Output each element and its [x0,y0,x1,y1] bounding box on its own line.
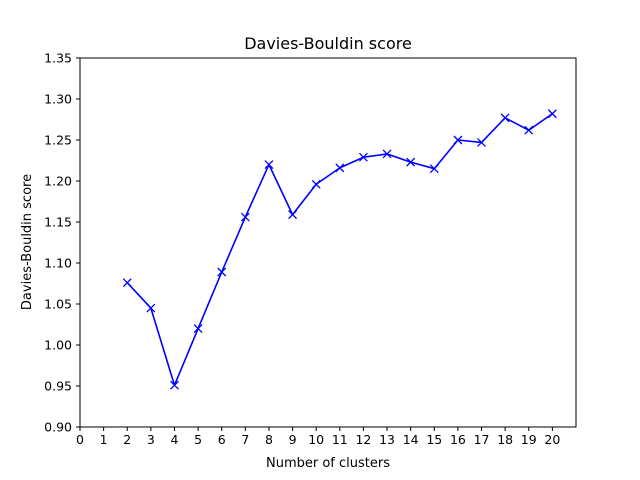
data-point-marker [170,380,179,390]
y-tick-label: 1.00 [44,338,72,353]
y-tick-label: 1.15 [44,215,72,230]
x-tick-label: 18 [497,432,513,447]
data-point-marker [477,138,486,147]
x-tick-label: 0 [76,432,84,447]
data-point-marker [193,324,203,334]
x-tick-label: 16 [450,432,466,447]
x-tick-label: 14 [403,432,419,447]
data-point-marker [382,149,392,159]
data-point-marker [311,179,321,189]
x-tick-label: 3 [147,432,155,447]
x-axis-label: Number of clusters [266,456,390,471]
y-tick-label: 1.20 [44,174,72,189]
data-point-marker [240,212,250,222]
x-tick-label: 5 [194,432,202,447]
y-axis-ticks: 0.90 0.95 1.00 1.05 1.10 1.15 1.20 1.25 1.30 1.35 [44,51,80,435]
data-point-marker [358,152,368,162]
data-point-marker [288,210,298,220]
data-point-marker [524,125,534,135]
data-point-marker [547,109,557,119]
data-point-marker [122,278,132,288]
y-tick-label: 1.05 [44,297,72,312]
x-tick-label: 13 [379,432,395,447]
y-tick-label: 1.25 [44,133,72,148]
axes-frame [79,57,577,428]
data-point-marker [264,160,274,170]
data-point-marker [146,303,156,313]
x-tick-label: 2 [123,432,131,447]
x-tick-label: 6 [218,432,226,447]
y-tick-label: 0.95 [44,379,72,394]
x-tick-label: 9 [289,432,297,447]
data-point-marker [429,164,439,174]
data-point-marker [406,157,416,167]
x-tick-label: 4 [170,432,178,447]
chart-title: Davies-Bouldin score [244,34,412,53]
x-tick-label: 11 [332,432,348,447]
x-tick-label: 10 [308,432,324,447]
plot-area [122,109,557,390]
y-tick-label: 0.90 [44,420,72,435]
x-tick-label: 20 [544,432,560,447]
data-point-marker [453,135,463,145]
data-point-marker [335,163,345,173]
x-tick-label: 7 [241,432,249,447]
y-axis-label: Davies-Bouldin score [20,174,35,310]
x-tick-label: 8 [265,432,273,447]
x-tick-label: 12 [355,432,371,447]
x-tick-label: 1 [100,432,108,447]
x-axis-ticks: 0 1 2 3 4 5 6 7 8 9 10 11 12 13 14 15 16 17 18 19 20 [76,427,560,447]
series-line [126,113,553,386]
x-tick-label: 19 [521,432,537,447]
y-tick-label: 1.35 [44,51,72,66]
data-point-marker [500,113,510,123]
y-tick-label: 1.30 [44,92,72,107]
data-point-marker [217,267,227,277]
x-tick-label: 15 [426,432,442,447]
y-tick-label: 1.10 [44,256,72,271]
x-tick-label: 17 [474,432,490,447]
